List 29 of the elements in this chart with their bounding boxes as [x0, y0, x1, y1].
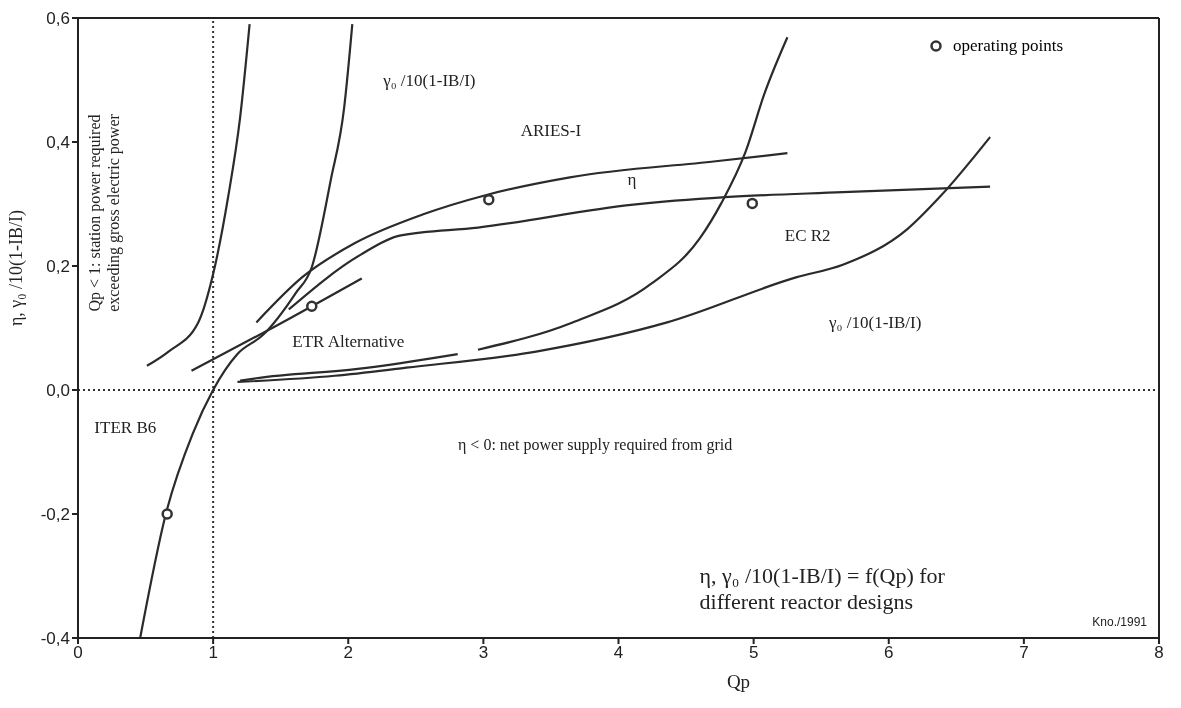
y-tick-label: -0,4 — [40, 629, 70, 649]
x-tick-label: 7 — [1019, 643, 1029, 663]
y-tick-label: 0,0 — [46, 381, 70, 401]
annotation: ARIES-I — [520, 120, 582, 140]
annotation: EC R2 — [784, 226, 831, 246]
x-tick-label: 5 — [748, 643, 759, 663]
annotation: ITER B6 — [94, 418, 157, 438]
x-tick-label: 3 — [478, 643, 489, 663]
x-tick-label: 8 — [1154, 643, 1164, 663]
legend-label: operating points — [953, 36, 1064, 56]
annotation: η < 0: net power supply required from grid — [458, 436, 733, 454]
y-axis-title: η, γ₀ /10(1-IB/I) — [6, 209, 28, 327]
annotation: γ₀ /10(1-IB/I) — [382, 71, 476, 91]
x-tick-label: 2 — [343, 643, 353, 663]
annotation: γ₀ /10(1-IB/I) — [828, 313, 922, 332]
x-tick-label: 1 — [208, 643, 218, 663]
y-tick-label: -0,2 — [40, 505, 70, 525]
y-tick-label: 0,4 — [46, 133, 70, 153]
x-tick-label: 6 — [884, 643, 894, 663]
annotation: η, γ₀ /10(1-IB/I) = f(Qp) for different reactor designs — [699, 563, 946, 615]
y-tick-label: 0,6 — [46, 9, 70, 29]
annotation: Kno./1991 — [1092, 615, 1148, 629]
x-tick-label: 0 — [73, 643, 83, 663]
y-tick-label: 0,2 — [46, 257, 70, 277]
x-tick-label: 4 — [613, 643, 624, 663]
annotation: η — [627, 170, 637, 190]
annotation: Qp < 1: station power required exceeding gross electric power — [86, 113, 124, 312]
x-axis-title: Qp — [726, 671, 751, 692]
annotation: ETR Alternative — [292, 331, 405, 351]
